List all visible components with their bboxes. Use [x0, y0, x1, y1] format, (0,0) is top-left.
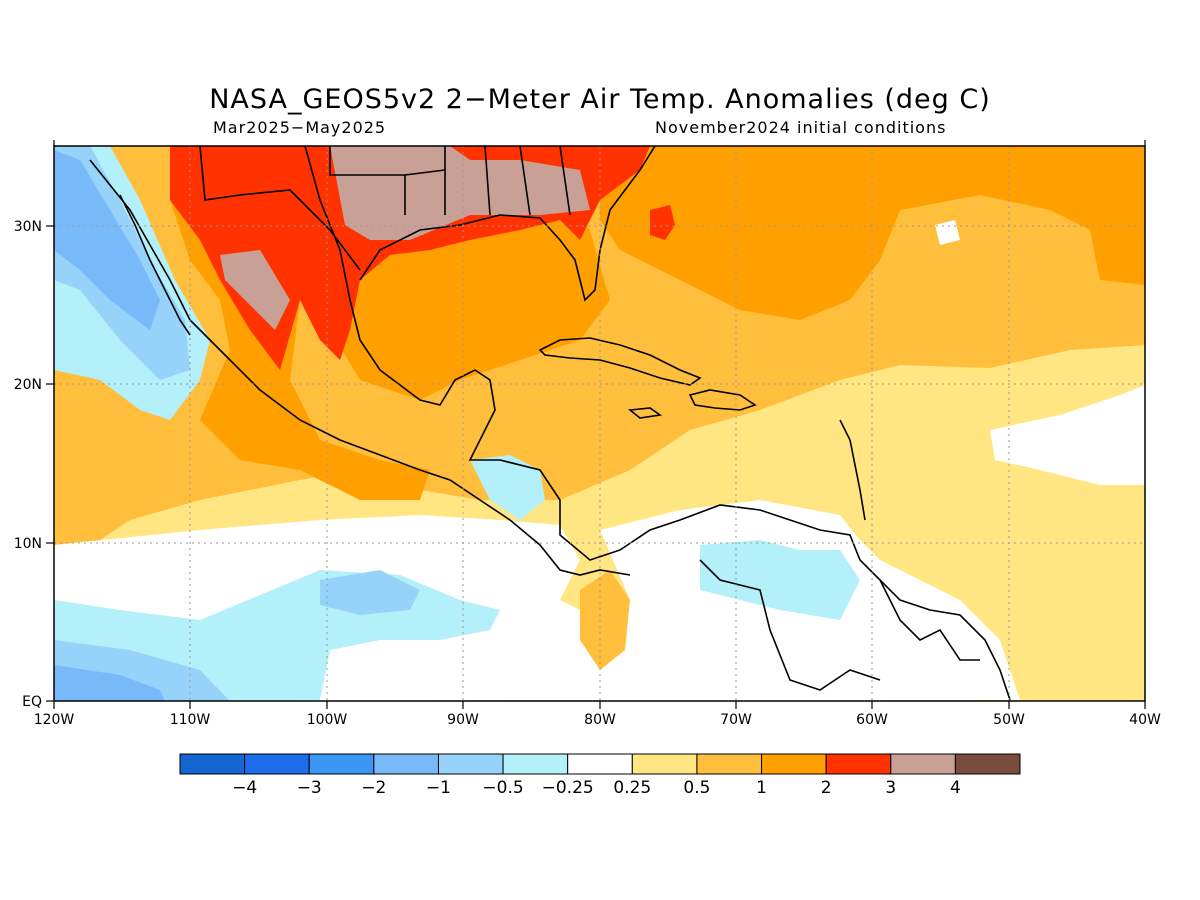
anomaly-region-orange-colombia [580, 570, 630, 670]
anomaly-region-tan-mexico [220, 250, 290, 330]
colorbar-label: −3 [297, 778, 322, 798]
colorbar-swatch [502, 753, 569, 775]
colorbar-label: −0.25 [542, 778, 594, 798]
x-tick-label-110w: 110W [170, 712, 211, 728]
colorbar-swatch [631, 753, 698, 775]
coastline-jamaica [627, 407, 663, 419]
colorbar-label: −2 [361, 778, 386, 798]
forecast-period: Mar2025−May2025 [213, 118, 387, 137]
border-us-mexico [199, 146, 361, 271]
coastline-baja-peninsula [119, 194, 191, 336]
colorbar-label: −0.5 [482, 778, 523, 798]
colorbar-swatch [696, 753, 763, 775]
x-tick-label-70w: 70W [720, 712, 752, 728]
anomaly-region-white-atlantic [990, 385, 1145, 485]
x-tick-label-120w: 120W [34, 712, 75, 728]
y-tick-label-eq: EQ [22, 694, 42, 710]
x-tick-label-100w: 100W [307, 712, 348, 728]
coastline-cuba [538, 337, 702, 386]
colorbar-label: −4 [232, 778, 257, 798]
border-us-states [329, 146, 571, 216]
coastline-us-gulf [359, 146, 656, 302]
colorbar-label: 4 [950, 778, 961, 798]
anomaly-region-darkblue-pacific-south [54, 665, 165, 701]
anomaly-region-white-atlantic-dot [935, 220, 960, 245]
y-axis: EQ 10N 20N 30N [14, 219, 54, 710]
x-tick-label-40w: 40W [1129, 712, 1161, 728]
anomaly-region-red-atlantic [650, 205, 675, 240]
colorbar-swatch [244, 753, 310, 775]
colorbar-swatch [954, 753, 1021, 775]
x-axis: 120W 110W 100W 90W 80W 70W 60W 50W 40W [34, 140, 1161, 728]
coastline-lesser-antilles [839, 419, 866, 521]
colorbar-label: 0.5 [683, 778, 710, 798]
x-tick-label-50w: 50W [993, 712, 1025, 728]
colorbar-label: 1 [756, 778, 767, 798]
border-guianas [879, 579, 980, 661]
y-tick-label-30n: 30N [14, 219, 42, 235]
border-venezuela [699, 559, 881, 691]
initial-conditions: November2024 initial conditions [655, 118, 947, 137]
colorbar-label: 0.25 [613, 778, 651, 798]
colorbar-label: −1 [426, 778, 451, 798]
y-tick-label-20n: 20N [14, 377, 42, 393]
colorbar-swatch [890, 753, 956, 775]
x-tick-label-60w: 60W [856, 712, 888, 728]
anomaly-region-lightblue-south-america [700, 540, 860, 620]
colorbar-swatch [437, 753, 504, 775]
colorbar-swatch [825, 753, 892, 775]
coastlines [89, 146, 1011, 701]
gridlines [54, 146, 1145, 701]
anomaly-region-tan-us [330, 146, 590, 240]
x-tick-label-80w: 80W [584, 712, 616, 728]
anomaly-region-darkblue-baja [54, 150, 160, 330]
colorbar-swatch [179, 753, 246, 775]
colorbar-swatch [373, 753, 439, 775]
anomaly-region-blue-pacific-mid [320, 570, 420, 615]
colorbar-label: 3 [885, 778, 896, 798]
colorbar-swatch [308, 753, 375, 775]
coastline-south-america [619, 504, 1011, 701]
coastline-north-america-pacific [89, 159, 631, 576]
coastline-gulf-of-mexico [304, 146, 621, 561]
colorbar: −4 −3 −2 −1 −0.5 −0.25 0.25 0.5 1 2 3 4 [179, 753, 1021, 798]
colorbar-label: 2 [821, 778, 832, 798]
anomaly-region-lightblue-central-america [470, 455, 545, 520]
y-tick-label-10n: 10N [14, 536, 42, 552]
coastline-hispaniola [688, 389, 757, 411]
x-tick-label-90w: 90W [447, 712, 479, 728]
colorbar-swatch [567, 753, 633, 775]
colorbar-swatch [761, 753, 827, 775]
map-title: NASA_GEOS5v2 2−Meter Air Temp. Anomalies… [209, 84, 991, 115]
